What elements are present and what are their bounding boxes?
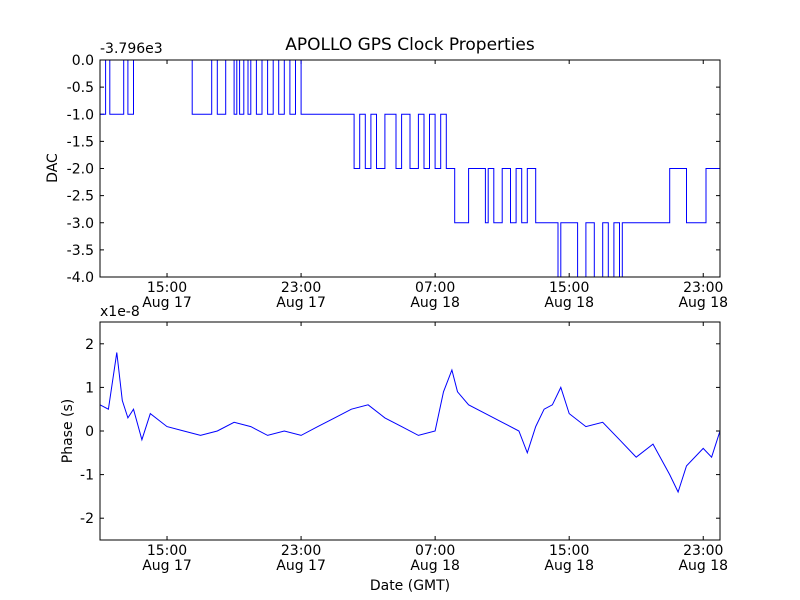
x-tick-date-label: Aug 18 bbox=[678, 295, 728, 311]
x-tick-date-label: Aug 18 bbox=[544, 295, 594, 311]
phase-series-line bbox=[99, 352, 721, 494]
y-tick-label: -0.5 bbox=[67, 80, 94, 96]
x-tick-time-label: 07:00 bbox=[415, 543, 455, 559]
x-tick-date-label: Aug 17 bbox=[142, 295, 192, 311]
x-tick-time-label: 15:00 bbox=[147, 280, 187, 296]
dac-ticks: 0.0 -0.5 -1.0 -1.5 -2.0 -2.5 -3.0 -3.5 -4.0 15:00… bbox=[67, 53, 728, 311]
y-tick-label: 2 bbox=[85, 337, 94, 353]
x-tick-time-label: 15:00 bbox=[147, 543, 187, 559]
x-tick-time-label: 15:00 bbox=[549, 543, 589, 559]
x-tick-date-label: Aug 17 bbox=[276, 295, 326, 311]
dac-axes: -3.796e3 DAC 0.0 -0.5 -1.0 -1.5 -2.0 -2.5 -3.0… bbox=[45, 41, 728, 311]
x-tick-time-label: 15:00 bbox=[549, 280, 589, 296]
y-tick-label: -2.5 bbox=[67, 189, 94, 205]
y-tick-label: -3.0 bbox=[67, 216, 94, 232]
dac-y-label: DAC bbox=[45, 153, 61, 183]
x-tick-time-label: 23:00 bbox=[683, 280, 723, 296]
y-tick-label: -3.5 bbox=[67, 243, 94, 259]
y-tick-label: 0 bbox=[85, 424, 94, 440]
x-axis-label: Date (GMT) bbox=[370, 578, 450, 594]
y-tick-label: -1.5 bbox=[67, 134, 94, 150]
phase-plot-frame bbox=[99, 321, 721, 541]
x-tick-date-label: Aug 18 bbox=[544, 558, 594, 574]
x-tick-date-label: Aug 17 bbox=[142, 558, 192, 574]
y-tick-label: -4.0 bbox=[67, 270, 94, 286]
phase-series bbox=[99, 352, 721, 494]
x-tick-time-label: 23:00 bbox=[281, 280, 321, 296]
x-tick-time-label: 23:00 bbox=[281, 543, 321, 559]
x-tick-date-label: Aug 17 bbox=[276, 558, 326, 574]
x-tick-date-label: Aug 18 bbox=[410, 295, 460, 311]
phase-y-label: Phase (s) bbox=[60, 399, 76, 463]
x-tick-date-label: Aug 18 bbox=[410, 558, 460, 574]
phase-offset-label: x1e-8 bbox=[100, 304, 140, 320]
y-tick-label: -2 bbox=[80, 511, 94, 527]
y-tick-label: 0.0 bbox=[72, 53, 94, 69]
figure-title: APOLLO GPS Clock Properties bbox=[285, 35, 535, 55]
x-tick-date-label: Aug 18 bbox=[678, 558, 728, 574]
dac-offset-label: -3.796e3 bbox=[100, 41, 163, 57]
y-tick-label: 1 bbox=[85, 380, 94, 396]
x-tick-time-label: 07:00 bbox=[415, 280, 455, 296]
x-tick-time-label: 23:00 bbox=[683, 543, 723, 559]
y-tick-label: -1.0 bbox=[67, 107, 94, 123]
y-tick-label: -2.0 bbox=[67, 162, 94, 178]
y-tick-label: -1 bbox=[80, 468, 94, 484]
dac-plot-frame bbox=[99, 59, 721, 278]
